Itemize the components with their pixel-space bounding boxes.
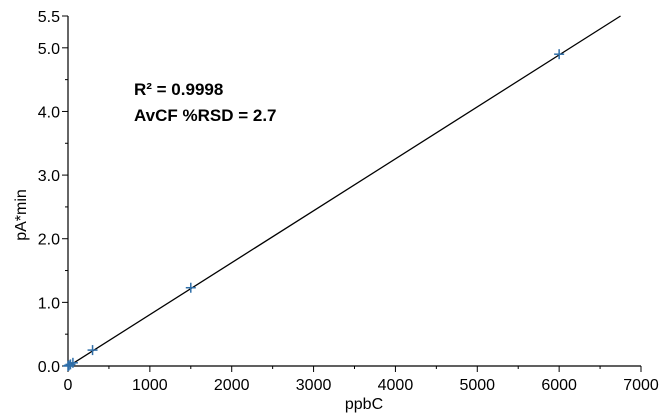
data-point-5 xyxy=(87,345,98,356)
x-tick-label-0: 0 xyxy=(64,377,73,394)
data-point-3 xyxy=(65,359,76,370)
x-axis-title: ppbC xyxy=(345,396,383,413)
y-tick-label-0: 0.0 xyxy=(38,359,60,376)
x-tick-label-7000: 7000 xyxy=(623,377,659,394)
points-layer xyxy=(63,49,565,371)
data-point-4 xyxy=(67,357,78,368)
x-tick-label-3000: 3000 xyxy=(296,377,332,394)
regression-line xyxy=(67,15,621,368)
x-tick-label-1000: 1000 xyxy=(132,377,168,394)
labels-layer: R² = 0.9998 AvCF %RSD = 2.7 ppbC pA*min xyxy=(13,80,383,413)
x-tick-label-6000: 6000 xyxy=(541,377,577,394)
x-tick-label-4000: 4000 xyxy=(378,377,414,394)
y-tick-label-5-5: 5.5 xyxy=(38,9,60,26)
y-tick-label-1: 1.0 xyxy=(38,295,60,312)
axes-layer: 0 1000 2000 3000 4000 5000 6000 7000 0.0 1.0 2.0 3.… xyxy=(38,9,659,394)
y-tick-label-3: 3.0 xyxy=(38,168,60,185)
y-axis-title: pA*min xyxy=(13,189,30,241)
rsd-annotation: AvCF %RSD = 2.7 xyxy=(134,106,277,125)
fit-layer xyxy=(67,15,621,368)
y-tick-label-4: 4.0 xyxy=(38,104,60,121)
y-tick-label-2: 2.0 xyxy=(38,232,60,249)
data-point-6 xyxy=(185,282,196,293)
x-tick-label-2000: 2000 xyxy=(214,377,250,394)
data-point-7 xyxy=(554,49,565,60)
x-tick-label-5000: 5000 xyxy=(459,377,495,394)
y-tick-label-5: 5.0 xyxy=(38,41,60,58)
r-squared-annotation: R² = 0.9998 xyxy=(134,80,223,99)
